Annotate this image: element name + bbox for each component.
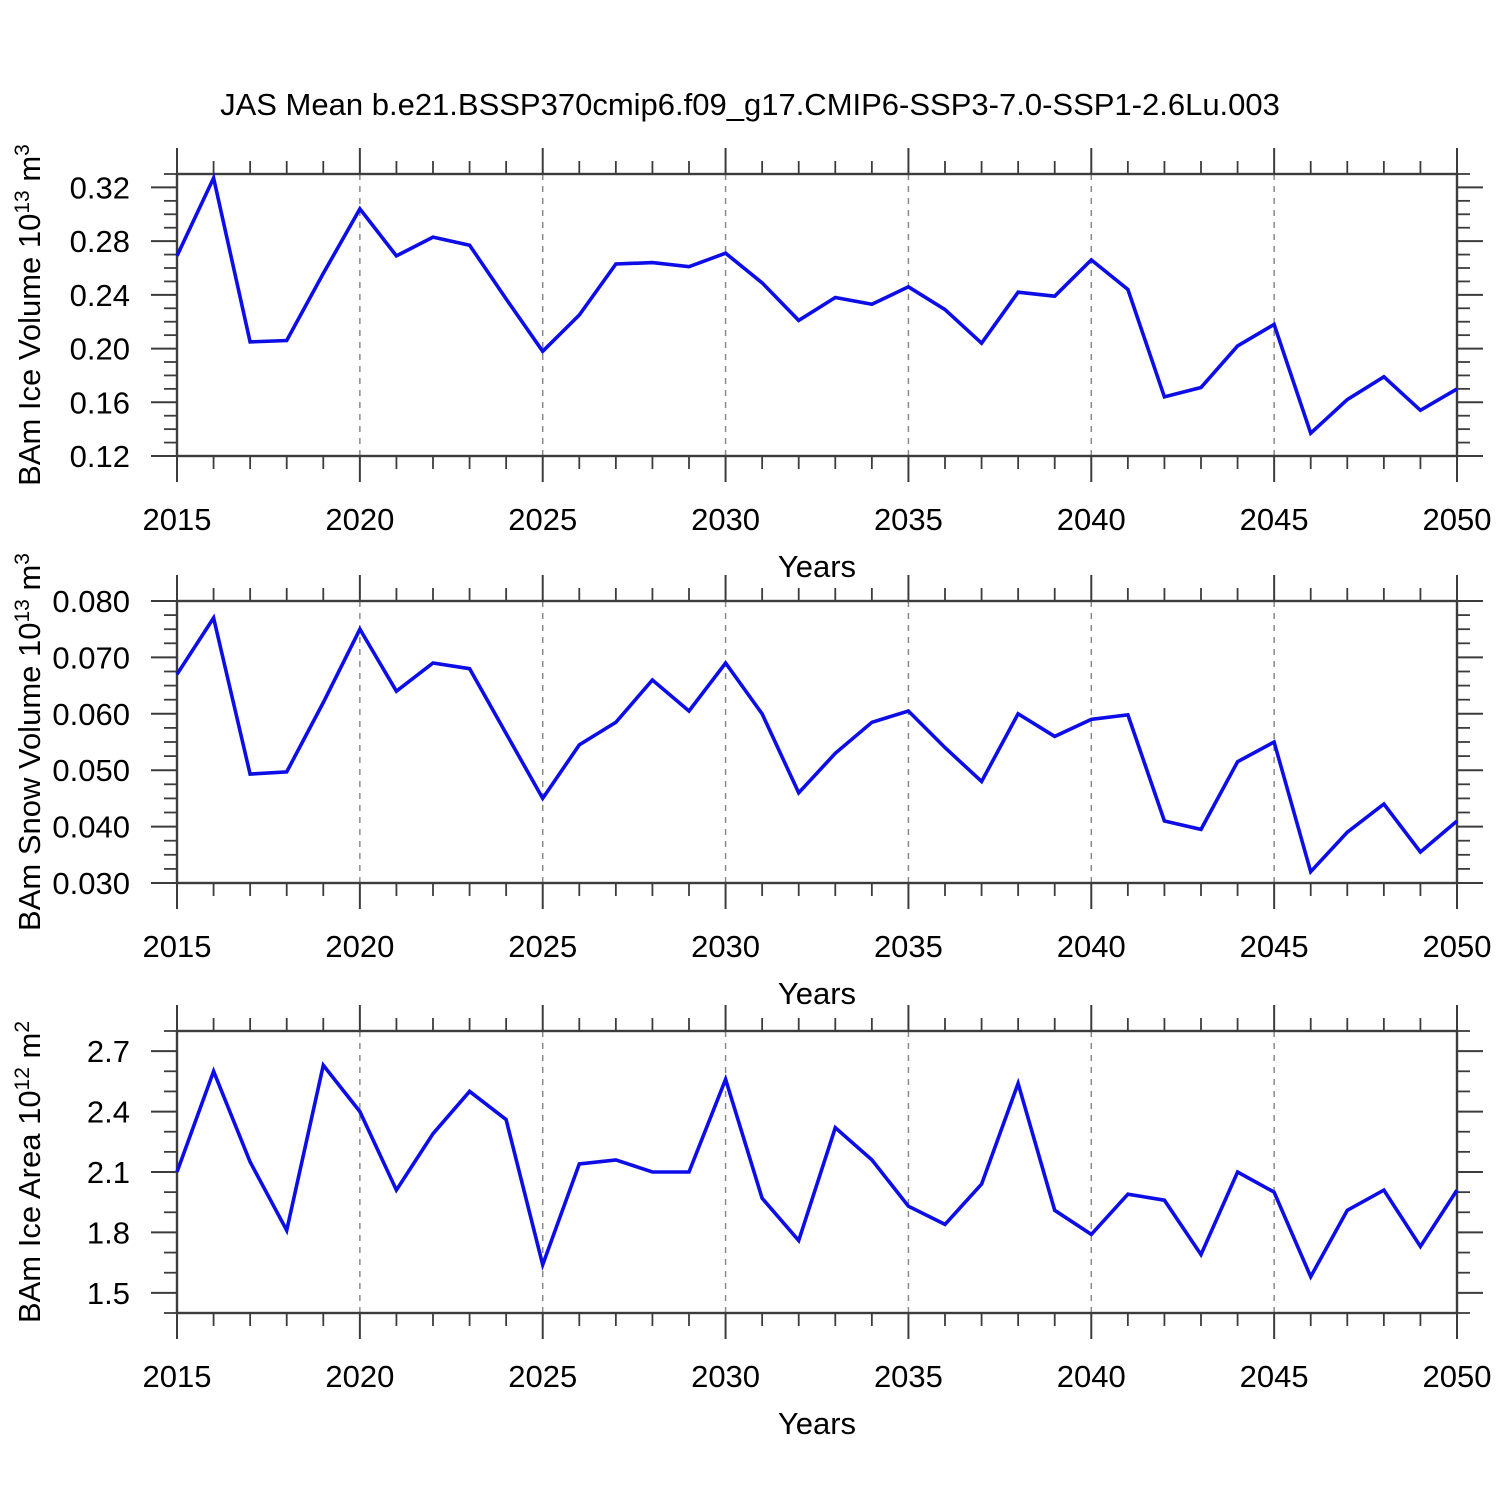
bam-ice-volume-xtick-label: 2050: [1423, 502, 1492, 537]
bam-snow-volume-chart: 0.030 0.040 0.050 0.060 0.070 0.080 2015 2020 20…: [11, 553, 1491, 1011]
bam-snow-volume-xtick-label: 2035: [874, 929, 943, 964]
bam-ice-volume-ytick-label: 0.28: [70, 224, 130, 259]
bam-ice-area-xtick-label: 2050: [1423, 1359, 1492, 1394]
bam-ice-volume-ytick-label: 0.20: [70, 332, 130, 367]
bam-ice-volume-xtick-label: 2040: [1057, 502, 1126, 537]
bam-ice-area-ytick-label: 2.7: [87, 1034, 130, 1069]
bam-ice-volume-yaxis-title: BAm Ice Volume 1013 m3: [11, 144, 47, 486]
bam-snow-volume-ytick-label: 0.030: [52, 866, 130, 901]
bam-snow-volume-plot-border: [175, 599, 1459, 885]
bam-ice-volume-xtick-label: 2035: [874, 502, 943, 537]
page-title: JAS Mean b.e21.BSSP370cmip6.f09_g17.CMIP…: [220, 87, 1280, 122]
bam-ice-volume-chart: 0.12 0.16 0.20 0.24 0.28 0.32 2015 2020 2025 2030…: [11, 144, 1491, 584]
bam-ice-volume-ytick-label: 0.32: [70, 170, 130, 205]
bam-snow-volume-xtick-label: 2040: [1057, 929, 1126, 964]
bam-ice-area-xtick-label: 2035: [874, 1359, 943, 1394]
bam-ice-volume-xtick-label: 2030: [691, 502, 760, 537]
bam-ice-area-xtick-label: 2015: [143, 1359, 212, 1394]
bam-snow-volume-yaxis-title: BAm Snow Volume 1013 m3: [11, 553, 47, 931]
bam-ice-area-ytick-label: 2.4: [87, 1095, 130, 1130]
bam-ice-volume-line: [175, 172, 1458, 437]
bam-snow-volume-xaxis-title: Years: [778, 976, 856, 1011]
bam-ice-volume-ytick-label: 0.12: [70, 439, 130, 474]
bam-ice-area-xtick-label: 2020: [325, 1359, 394, 1394]
bam-snow-volume-xtick-label: 2015: [143, 929, 212, 964]
bam-ice-area-chart: 1.5 1.8 2.1 2.4 2.7 2015 2020 2025 2030 2035 2040 2…: [11, 1005, 1491, 1441]
bam-ice-area-ytick-label: 2.1: [87, 1155, 130, 1190]
bam-ice-area-xtick-label: 2040: [1057, 1359, 1126, 1394]
bam-ice-area-xaxis-title: Years: [778, 1406, 856, 1441]
bam-snow-volume-ytick-label: 0.060: [52, 697, 130, 732]
bam-snow-volume-ytick-label: 0.070: [52, 640, 130, 675]
bam-ice-volume-ytick-label: 0.16: [70, 385, 130, 420]
bam-ice-volume-xtick-label: 2025: [508, 502, 577, 537]
bam-snow-volume-xtick-label: 2045: [1240, 929, 1309, 964]
bam-snow-volume-line: [175, 613, 1459, 876]
bam-ice-volume-xtick-label: 2045: [1240, 502, 1309, 537]
bam-snow-volume-xtick-label: 2025: [508, 929, 577, 964]
bam-ice-area-ytick-label: 1.8: [87, 1215, 130, 1250]
bam-ice-area-line: [175, 1061, 1459, 1281]
bam-ice-area-xtick-label: 2045: [1240, 1359, 1309, 1394]
bam-snow-volume-xtick-label: 2030: [691, 929, 760, 964]
bam-ice-volume-ytick-label: 0.24: [70, 278, 130, 313]
bam-snow-volume-ytick-label: 0.040: [52, 810, 130, 845]
bam-ice-area-xtick-label: 2030: [691, 1359, 760, 1394]
bam-ice-area-xtick-label: 2025: [508, 1359, 577, 1394]
bam-ice-area-plot-border: [175, 1029, 1459, 1315]
bam-ice-volume-xaxis-title: Years: [778, 549, 856, 584]
bam-ice-volume-xtick-label: 2020: [325, 502, 394, 537]
bam-snow-volume-ytick-label: 0.080: [52, 584, 130, 619]
bam-ice-area-yaxis-title: BAm Ice Area 1012 m2: [11, 1021, 47, 1323]
bam-ice-volume-plot-border: [175, 172, 1459, 458]
bam-snow-volume-ytick-label: 0.050: [52, 753, 130, 788]
bam-ice-volume-xtick-label: 2015: [143, 502, 212, 537]
bam-snow-volume-xtick-label: 2020: [325, 929, 394, 964]
bam-snow-volume-xtick-label: 2050: [1423, 929, 1492, 964]
bam-ice-area-ytick-label: 1.5: [87, 1276, 130, 1311]
